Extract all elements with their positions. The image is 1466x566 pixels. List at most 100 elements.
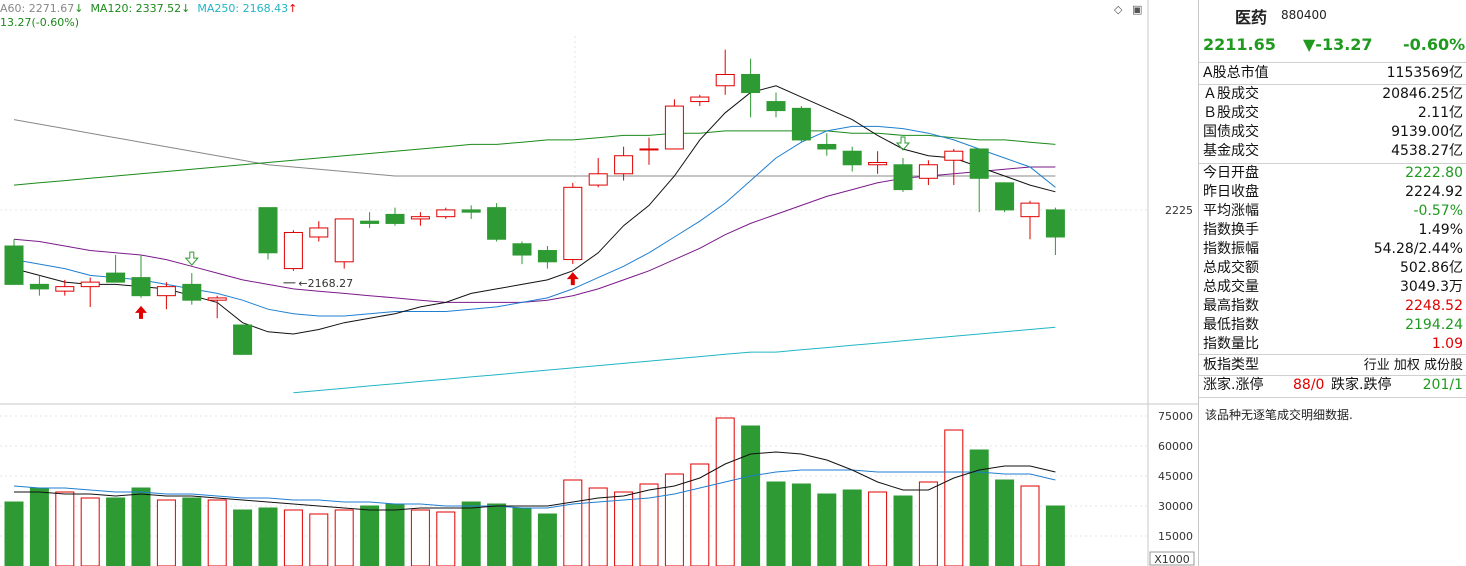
candle-body [385,213,405,224]
stat-row: 指数振幅 54.28/2.44% [1203,240,1465,259]
panel-divider [1199,354,1466,355]
buy-signal-arrow-icon [135,305,147,319]
stat-label: 总成交量 [1203,279,1259,295]
volume-bar [309,513,329,566]
candle-body [741,73,761,94]
volume-bar [766,481,786,566]
candle-body [410,216,430,220]
candle-body [868,162,888,166]
index-type-row: 板指类型 行业 加权 成份股 [1203,356,1465,375]
volume-bar [106,497,126,566]
candle-body [817,143,837,150]
stat-row: 国债成交 9139.00亿 [1203,123,1465,142]
volume-bar [131,487,151,566]
candle-body [918,164,938,179]
ma120-line [13,130,1056,186]
kline-chart[interactable]: 2225 75000 60000 45000 30000 15000 X1000 ←2168.… [0,0,1198,566]
candle-body [258,207,278,254]
volume-tick-label: 30000 [1158,500,1193,513]
volume-bar [512,507,532,566]
panel-divider [1199,84,1466,85]
stat-label: 基金成交 [1203,143,1259,159]
price-tick-label: 2225 [1165,204,1193,217]
volume-tick-label: 60000 [1158,440,1193,453]
volume-bar [487,503,507,566]
volume-bar [893,495,913,566]
low-annotation-label: ←2168.27 [298,277,353,290]
volume-bar [334,509,354,566]
volume-tick-label: 45000 [1158,470,1193,483]
volume-bar [563,479,583,566]
volume-bar [1020,485,1040,566]
stat-label: Ａ股成交 [1203,86,1259,102]
stat-value: 2222.80 [1405,165,1463,181]
volume-bar [690,463,710,566]
candle-body [131,277,151,297]
buy-signal-arrow-icon [566,272,579,286]
volume-bar [385,503,405,566]
stat-row: Ｂ股成交 2.11亿 [1203,104,1465,123]
stat-value: 9139.00亿 [1391,124,1463,140]
volume-ma10-line [13,469,1056,509]
panel-divider [1199,163,1466,164]
candle-body [639,148,659,151]
candle-body [55,286,75,292]
index-type-value[interactable]: 行业 加权 成份股 [1363,358,1463,373]
candle-body [182,283,202,301]
ma250-line [293,326,1056,394]
volume-bar [360,505,380,566]
ma60-line [13,119,1056,177]
stat-row: 昨日收盘 2224.92 [1203,183,1465,202]
candle-body [766,101,786,112]
volume-bar [614,491,634,566]
fall-value: 201/1 [1422,377,1463,393]
stat-label: 指数换手 [1203,222,1259,238]
candle-body [461,209,481,213]
expand-box-icon[interactable]: ▣ [1132,3,1143,16]
stat-label: 指数振幅 [1203,241,1259,257]
candle-body [156,286,176,297]
candle-body [233,324,253,355]
candle-body [1045,209,1065,238]
stat-row: 最低指数 2194.24 [1203,316,1465,335]
candle-body [563,186,583,261]
volume-bar [664,473,684,566]
volume-bar [207,499,227,566]
sell-signal-arrow-icon [184,251,199,266]
volume-bar [4,501,24,566]
stat-row: 今日开盘 2222.80 [1203,164,1465,183]
candle-body [207,297,227,301]
rise-value: 88/0 [1293,377,1325,393]
diamond-icon[interactable]: ◇ [1114,3,1123,16]
index-name: 医药 [1235,8,1268,27]
ma120-arrow: ↓ [181,2,191,15]
stat-value: 1.09 [1431,336,1463,352]
ma250-arrow: ↑ [288,2,298,15]
volume-unit-label: X1000 [1154,553,1190,566]
stat-value: 54.28/2.44% [1373,241,1463,257]
candle-body [664,105,684,150]
limit-row: 涨家.涨停 88/0 跌家.跌停 201/1 [1203,376,1465,395]
rise-label: 涨家.涨停 [1203,377,1264,393]
volume-bar [868,491,888,566]
volume-unit-box [1149,551,1195,566]
candle-body [969,148,989,179]
volume-bar [1045,505,1065,566]
volume-bar [410,509,430,566]
stat-row: 最高指数 2248.52 [1203,297,1465,316]
volume-bar [283,509,303,566]
stat-row: A股总市值 1153569亿 [1203,64,1465,83]
volume-bar [156,499,176,566]
volume-bar [969,449,989,566]
candle-body [334,218,354,263]
stat-value: 1153569亿 [1386,65,1463,81]
volume-bar [436,511,456,566]
volume-bar [80,497,100,566]
stat-value: 4538.27亿 [1391,143,1463,159]
volume-bar [55,491,75,566]
sell-signal-arrow-icon [895,136,911,151]
stat-label: 总成交额 [1203,260,1259,276]
index-price: 2211.65 [1203,35,1276,54]
candle-body [512,243,532,256]
volume-bar [258,507,278,566]
